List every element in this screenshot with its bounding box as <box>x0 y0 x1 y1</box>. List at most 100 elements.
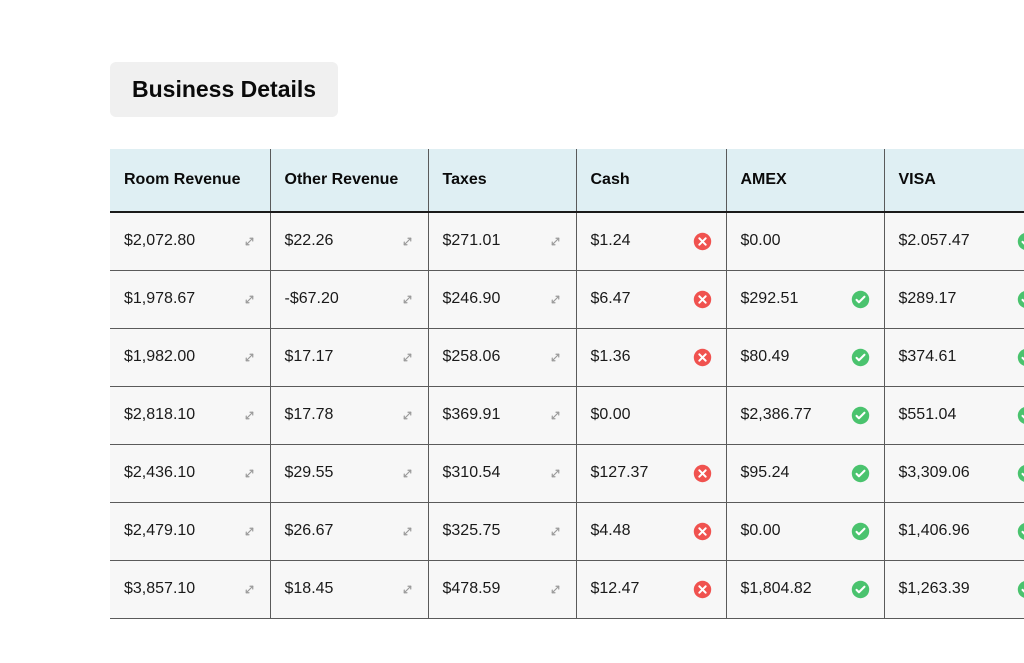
cell-other-revenue: $29.55 <box>270 444 428 502</box>
cell-amex: $0.00 <box>726 502 884 560</box>
expand-icon[interactable] <box>243 583 256 596</box>
success-icon <box>851 348 870 367</box>
cell-value: $26.67 <box>285 522 334 540</box>
cell-taxes: $369.91 <box>428 386 576 444</box>
expand-icon[interactable] <box>401 293 414 306</box>
cell-value: $2,386.77 <box>741 406 812 424</box>
cell-value: $2,072.80 <box>124 232 195 250</box>
expand-icon[interactable] <box>549 525 562 538</box>
cell-value: $1,406.96 <box>899 522 970 540</box>
cell-value: $127.37 <box>591 464 649 482</box>
cell-taxes: $478.59 <box>428 560 576 618</box>
table-row: $2,479.10 $26.67 $325.75 $4.48 $0.00 $1,406.9… <box>110 502 1024 560</box>
cell-amex: $0.00 <box>726 212 884 270</box>
table-header-row: Room RevenueOther RevenueTaxesCashAMEXVI… <box>110 149 1024 212</box>
expand-icon[interactable] <box>549 293 562 306</box>
cell-value: $292.51 <box>741 290 799 308</box>
expand-icon[interactable] <box>401 409 414 422</box>
cell-value: $1,982.00 <box>124 348 195 366</box>
cell-room-revenue: $1,978.67 <box>110 270 270 328</box>
expand-icon[interactable] <box>401 351 414 364</box>
cell-value: $80.49 <box>741 348 790 366</box>
cell-value: $17.17 <box>285 348 334 366</box>
table-body: $2,072.80 $22.26 $271.01 $1.24 $0.00 $2.057.4… <box>110 212 1024 618</box>
cell-value: $1,978.67 <box>124 290 195 308</box>
cell-value: $2,818.10 <box>124 406 195 424</box>
cell-amex: $80.49 <box>726 328 884 386</box>
cell-visa: $1,263.39 <box>884 560 1024 618</box>
success-icon <box>1017 580 1024 599</box>
expand-icon[interactable] <box>243 235 256 248</box>
expand-icon[interactable] <box>401 467 414 480</box>
cell-value: $258.06 <box>443 348 501 366</box>
cell-cash: $4.48 <box>576 502 726 560</box>
cell-value: $1,263.39 <box>899 580 970 598</box>
error-icon <box>693 580 712 599</box>
expand-icon[interactable] <box>401 583 414 596</box>
cell-value: $3,309.06 <box>899 464 970 482</box>
success-icon <box>851 406 870 425</box>
cell-cash: $127.37 <box>576 444 726 502</box>
cell-value: $2,436.10 <box>124 464 195 482</box>
cell-value: $17.78 <box>285 406 334 424</box>
cell-other-revenue: $22.26 <box>270 212 428 270</box>
cell-taxes: $325.75 <box>428 502 576 560</box>
cell-value: $6.47 <box>591 290 631 308</box>
expand-icon[interactable] <box>401 235 414 248</box>
column-header-room-revenue[interactable]: Room Revenue <box>110 149 270 212</box>
cell-visa: $374.61 <box>884 328 1024 386</box>
cell-value: $95.24 <box>741 464 790 482</box>
cell-room-revenue: $3,857.10 <box>110 560 270 618</box>
cell-value: $310.54 <box>443 464 501 482</box>
cell-room-revenue: $2,818.10 <box>110 386 270 444</box>
cell-amex: $95.24 <box>726 444 884 502</box>
cell-value: $1.24 <box>591 232 631 250</box>
cell-value: $2.057.47 <box>899 232 970 250</box>
cell-cash: $1.24 <box>576 212 726 270</box>
cell-value: -$67.20 <box>285 290 339 308</box>
cell-cash: $6.47 <box>576 270 726 328</box>
expand-icon[interactable] <box>549 467 562 480</box>
table-row: $1,982.00$17.17$258.06$1.36$80.49$374.61 <box>110 328 1024 386</box>
column-header-visa[interactable]: VISA <box>884 149 1024 212</box>
cell-other-revenue: $17.17 <box>270 328 428 386</box>
cell-other-revenue: -$67.20 <box>270 270 428 328</box>
column-header-cash[interactable]: Cash <box>576 149 726 212</box>
cell-cash: $0.00 <box>576 386 726 444</box>
expand-icon[interactable] <box>549 409 562 422</box>
column-header-taxes[interactable]: Taxes <box>428 149 576 212</box>
cell-value: $374.61 <box>899 348 957 366</box>
cell-value: $1,804.82 <box>741 580 812 598</box>
expand-icon[interactable] <box>243 409 256 422</box>
expand-icon[interactable] <box>243 293 256 306</box>
table-row: $2,436.10 $29.55 $310.54 $127.37 $95.24 $3,30… <box>110 444 1024 502</box>
expand-icon[interactable] <box>401 525 414 538</box>
cell-room-revenue: $2,436.10 <box>110 444 270 502</box>
cell-other-revenue: $17.78 <box>270 386 428 444</box>
expand-icon[interactable] <box>243 525 256 538</box>
column-header-amex[interactable]: AMEX <box>726 149 884 212</box>
column-header-other-revenue[interactable]: Other Revenue <box>270 149 428 212</box>
expand-icon[interactable] <box>243 351 256 364</box>
expand-icon[interactable] <box>549 351 562 364</box>
cell-room-revenue: $2,072.80 <box>110 212 270 270</box>
expand-icon[interactable] <box>243 467 256 480</box>
expand-icon[interactable] <box>549 583 562 596</box>
success-icon <box>1017 348 1024 367</box>
cell-value: $271.01 <box>443 232 501 250</box>
cell-value: $22.26 <box>285 232 334 250</box>
table-row: $1,978.67-$67.20$246.90$6.47$292.51$289.… <box>110 270 1024 328</box>
cell-visa: $551.04 <box>884 386 1024 444</box>
business-details-table-container: Room RevenueOther RevenueTaxesCashAMEXVI… <box>110 149 1024 619</box>
success-icon <box>851 522 870 541</box>
cell-visa: $289.17 <box>884 270 1024 328</box>
cell-other-revenue: $26.67 <box>270 502 428 560</box>
cell-value: $2,479.10 <box>124 522 195 540</box>
success-icon <box>1017 232 1024 251</box>
cell-value: $0.00 <box>741 232 781 250</box>
page-title: Business Details <box>110 62 338 117</box>
cell-value: $4.48 <box>591 522 631 540</box>
error-icon <box>693 232 712 251</box>
expand-icon[interactable] <box>549 235 562 248</box>
cell-room-revenue: $1,982.00 <box>110 328 270 386</box>
